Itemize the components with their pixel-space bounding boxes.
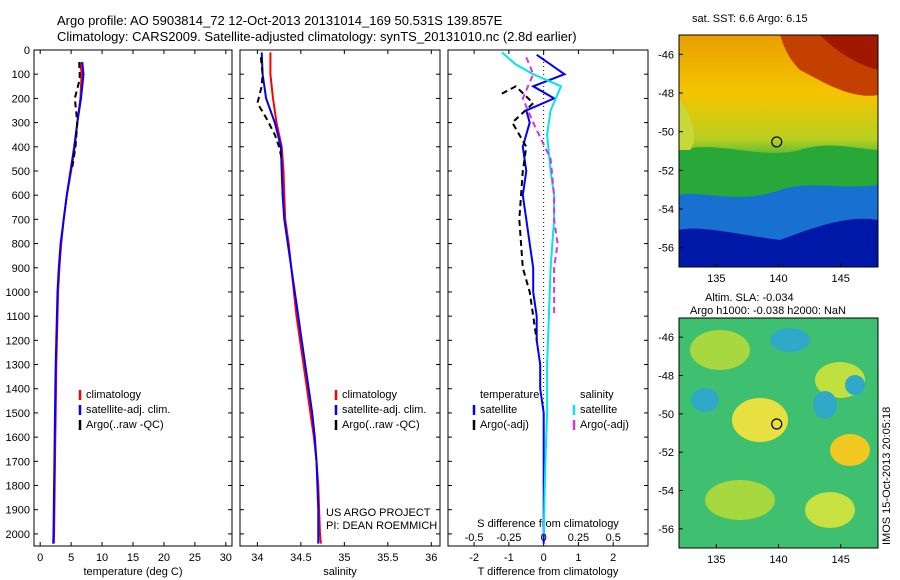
diff-legend-temperature-label: Argo(-adj) [480,419,529,431]
salinity-diff-tick-label: 0.25 [568,532,589,544]
temperature-xtick-label: 0 [37,552,43,564]
depth-tick-label: 1500 [6,408,30,420]
temperature-xtick-label: 30 [220,552,232,564]
difference-series-line [521,53,567,544]
temperature-series-line [70,62,81,172]
depth-tick-label: 2000 [6,529,30,541]
temperature-xtick-label: 10 [96,552,108,564]
sla_map-ytick-label: -46 [658,332,674,344]
depth-tick-label: 1200 [6,335,30,347]
sla-map-title-line1: Altim. SLA: -0.034 [705,292,794,304]
sst-map-title: sat. SST: 6.6 Argo: 6.15 [692,13,808,25]
salinity-series-line [260,52,320,544]
depth-tick-label: 1000 [6,287,30,299]
depth-tick-label: 900 [12,263,30,275]
salinity-annotation: US ARGO PROJECT [326,507,431,519]
depth-tick-label: 500 [12,166,30,178]
temperature-legend-label: satellite-adj. clim. [86,404,170,416]
depth-tick-label: 400 [12,142,30,154]
difference-xtick-label: -1 [504,552,514,564]
salinity-diff-tick-label: 0.5 [606,532,621,544]
sst_map-ytick-label: -46 [658,49,674,61]
diff-legend-salinity-label: satellite [580,404,617,416]
sst_map-ytick-label: -56 [658,243,674,255]
temperature-xtick-label: 15 [127,552,139,564]
difference-series-line [521,56,559,317]
sst_map-xtick-label: 135 [707,273,725,285]
sst_map-argo-marker [771,136,783,148]
temperature-legend-label: climatology [86,389,142,401]
salinity-legend-label: Argo(..raw -QC) [342,419,420,431]
temperature-frame [33,49,233,547]
salinity-xtick-label: 34 [251,552,263,564]
salinity-series-line [256,57,283,160]
depth-tick-label: 1100 [6,311,30,323]
salinity-xtick-label: 35.5 [377,552,398,564]
salinity-legend-label: satellite-adj. clim. [342,404,426,416]
temperature-legend-label: Argo(..raw -QC) [86,419,164,431]
depth-tick-label: 300 [12,118,30,130]
depth-tick-label: 800 [12,239,30,251]
depth-tick-label: 100 [12,69,30,81]
sla-map-title-line2: Argo h1000: -0.038 h2000: NaN [690,305,846,317]
salinity-diff-tick-label: -0.25 [496,532,521,544]
sla-map [679,318,878,548]
figure-title-line1: Argo profile: AO 5903814_72 12-Oct-2013 … [57,13,503,28]
sst_map-ytick-label: -50 [658,127,674,139]
salinity-legend-label: climatology [342,389,398,401]
depth-tick-label: 200 [12,93,30,105]
legend-salinity-title: salinity [580,389,614,401]
salinity-xlabel: salinity [323,566,357,578]
depth-tick-label: 0 [24,45,30,57]
depth-tick-label: 1300 [6,360,30,372]
sla_map-ytick-label: -50 [658,409,674,421]
depth-tick-label: 1400 [6,384,30,396]
sla_map-ytick-label: -54 [658,486,674,498]
depth-tick-label: 600 [12,190,30,202]
sla_map-argo-marker [771,418,783,430]
temperature-xtick-label: 25 [189,552,201,564]
diff-legend-salinity-label: Argo(-adj) [580,419,629,431]
temperature-xtick-label: 5 [68,552,74,564]
difference-series-line [501,85,538,341]
sla_map-ytick-label: -48 [658,371,674,383]
depth-tick-label: 1700 [6,456,30,468]
sst-map [679,35,878,267]
difference-series-line [501,51,563,534]
salinity-xtick-label: 36 [425,552,437,564]
difference-xtick-label: 1 [575,552,581,564]
sst_map-ytick-label: -54 [658,204,674,216]
diff-legend-temperature-label: satellite [480,404,517,416]
sst_map-ytick-label: -52 [658,165,674,177]
sst_map-xtick-label: 145 [832,273,850,285]
difference-xtick-label: 2 [610,552,616,564]
depth-tick-label: 1600 [6,432,30,444]
salinity-xtick-label: 35 [338,552,350,564]
sla_map-xtick-label: 145 [832,554,850,566]
difference-xtick-label: 0 [541,552,547,564]
sst_map-xtick-label: 140 [769,273,787,285]
sla_map-ytick-label: -52 [658,447,674,459]
figure-title-line2: Climatology: CARS2009. Satellite-adjuste… [57,29,577,44]
sst_map-ytick-label: -48 [658,88,674,100]
difference-xlabel: T difference from climatology [478,566,619,578]
temperature-xlabel: temperature (deg C) [83,566,182,578]
depth-tick-label: 700 [12,214,30,226]
depth-tick-label: 1900 [6,505,30,517]
salinity-diff-xlabel: S difference from climatology [477,518,619,530]
salinity-xtick-label: 34.5 [290,552,311,564]
legend-temperature-title: temperature [480,389,539,401]
depth-tick-label: 1800 [6,481,30,493]
sla_map-xtick-label: 140 [769,554,787,566]
sla_map-ytick-label: -56 [658,524,674,536]
salinity-annotation: PI: DEAN ROEMMICH [326,520,437,532]
salinity-diff-tick-label: -0.5 [465,532,484,544]
difference-xtick-label: -2 [469,552,479,564]
temperature-xtick-label: 20 [158,552,170,564]
sla_map-xtick-label: 135 [707,554,725,566]
